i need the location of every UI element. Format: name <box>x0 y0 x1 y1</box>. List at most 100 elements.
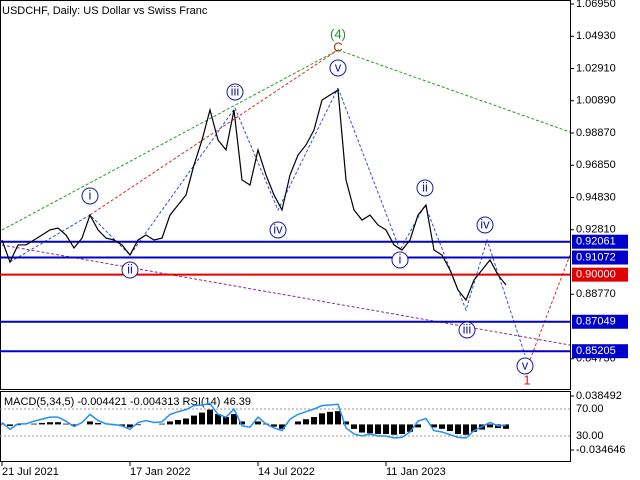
macd-bar <box>351 424 357 429</box>
x-tick-label: 11 Jan 2023 <box>386 466 446 478</box>
macd-bar <box>167 421 173 425</box>
macd-bar <box>375 424 381 435</box>
y-tick-label: 0.98870 <box>576 127 616 139</box>
level-label: 0.92061 <box>576 236 616 248</box>
macd-bar <box>383 424 389 435</box>
macd-bar <box>15 424 21 426</box>
macd-bar <box>95 422 101 425</box>
level-box <box>572 344 628 359</box>
y-tick-label: 0.88770 <box>576 288 616 300</box>
rsi-tick-label: 70.00 <box>576 403 604 415</box>
macd-bar <box>335 411 341 425</box>
wave-label: (4) <box>330 26 346 41</box>
level-box <box>572 234 628 249</box>
macd-tick-label: 0.038492 <box>576 390 622 402</box>
y-tick-label: 1.04930 <box>576 30 616 42</box>
rsi-tick-label: 30.00 <box>576 430 604 442</box>
macd-bar <box>319 413 325 425</box>
macd-bar <box>207 409 213 425</box>
wave-circle <box>121 261 139 279</box>
macd-bar <box>223 417 229 425</box>
x-tick-label: 14 Jul 2022 <box>258 466 315 478</box>
macd-bar <box>447 424 453 432</box>
level-label: 0.90000 <box>576 269 616 281</box>
wave-label: ii <box>422 179 428 194</box>
macd-bar <box>31 423 37 425</box>
macd-bar <box>487 424 493 428</box>
level-label: 0.85205 <box>576 345 616 357</box>
y-tick-label: 0.96850 <box>576 159 616 171</box>
wave-circle <box>458 321 476 339</box>
wave-label: C <box>333 39 342 54</box>
wave-label: ii <box>127 261 133 276</box>
wave-circle <box>329 59 347 77</box>
main-panel-frame <box>0 0 571 390</box>
macd-bar <box>255 421 261 425</box>
chart-title: USDCHF, Daily: US Dollar vs Swiss Franc <box>2 5 208 17</box>
macd-bar <box>7 424 13 426</box>
macd-bar <box>175 419 181 425</box>
wave-circle <box>226 83 244 101</box>
wave-label: iv <box>273 221 283 236</box>
wave-circle <box>416 179 434 197</box>
macd-bar <box>439 424 445 429</box>
x-tick-label: 17 Jan 2022 <box>130 466 191 478</box>
trend-line <box>529 254 571 361</box>
macd-tick-label: -0.034646 <box>576 444 626 456</box>
macd-bar <box>135 424 141 426</box>
wave-label: v <box>522 357 529 372</box>
trend-line <box>337 49 571 133</box>
wave-circle <box>81 187 99 205</box>
macd-bar <box>87 421 93 425</box>
macd-bar <box>63 423 69 425</box>
macd-bar <box>183 418 189 425</box>
macd-bar <box>215 414 221 425</box>
macd-bar <box>327 411 333 425</box>
macd-bar <box>199 412 205 425</box>
macd-bar <box>47 422 53 425</box>
macd-bar <box>471 424 477 432</box>
trend-line <box>1 49 339 231</box>
macd-bar <box>311 417 317 425</box>
y-tick-label: 1.06950 <box>576 0 616 10</box>
macd-bar <box>239 421 245 425</box>
price-line <box>1 89 507 302</box>
wave-circle <box>269 221 287 239</box>
macd-bar <box>431 424 437 428</box>
macd-bar <box>271 424 277 427</box>
x-tick-label: 21 Jul 2021 <box>2 466 59 478</box>
wave-label: i <box>89 187 92 202</box>
y-tick-label: 0.94830 <box>576 191 616 203</box>
macd-bar <box>407 424 413 432</box>
wave-circle <box>516 357 534 375</box>
y-tick-label: 0.92810 <box>576 224 616 236</box>
macd-bar <box>295 421 301 425</box>
macd-bar <box>71 424 77 426</box>
macd-bar <box>231 414 237 425</box>
macd-bar <box>191 415 197 425</box>
wave-circle <box>476 216 494 234</box>
macd-bar <box>503 424 509 429</box>
macd-bar <box>343 421 349 425</box>
macd-bar <box>391 424 397 435</box>
wave-label: v <box>335 59 342 74</box>
wave-label: iii <box>463 321 472 336</box>
macd-bar <box>39 422 45 425</box>
macd-bar <box>303 419 309 425</box>
macd-bar <box>359 424 365 433</box>
macd-bar <box>127 424 133 428</box>
rsi-line <box>1 402 507 439</box>
macd-bar <box>415 424 421 428</box>
wave-path <box>9 87 339 263</box>
macd-bar <box>279 424 285 429</box>
wave-label: iii <box>231 83 240 98</box>
wave-label: 1 <box>523 372 530 387</box>
macd-bar <box>159 423 165 425</box>
level-label: 0.91072 <box>576 251 616 263</box>
y-tick-label: 1.00890 <box>576 95 616 107</box>
macd-bar <box>399 424 405 435</box>
macd-bar <box>367 424 373 434</box>
indicator-panel-frame <box>0 391 571 462</box>
